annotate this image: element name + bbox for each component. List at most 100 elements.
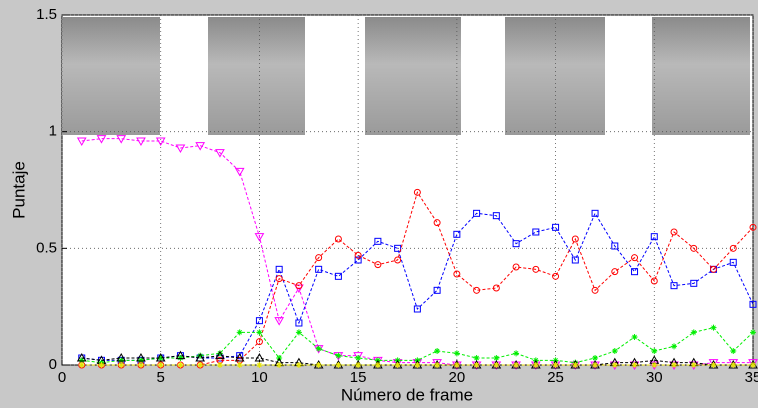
marker: [631, 334, 638, 340]
marker: [136, 352, 146, 362]
marker: [78, 357, 85, 364]
marker: [195, 142, 206, 151]
marker: [275, 265, 283, 273]
marker: [631, 268, 639, 276]
marker: [730, 362, 737, 368]
marker: [413, 188, 421, 196]
face-image: [652, 17, 750, 135]
marker: [572, 362, 579, 368]
marker: [710, 362, 717, 368]
marker: [394, 256, 402, 264]
marker: [116, 135, 127, 144]
marker: [315, 345, 322, 352]
marker: [355, 355, 362, 361]
marker: [492, 284, 500, 292]
marker: [254, 233, 265, 242]
marker: [374, 261, 382, 269]
face-image: [365, 17, 461, 135]
marker: [473, 209, 481, 217]
marker: [295, 329, 302, 336]
marker: [274, 317, 285, 326]
marker: [315, 265, 323, 273]
marker: [513, 350, 520, 357]
marker: [670, 282, 678, 290]
y-tick-label: 1.5: [36, 6, 57, 23]
marker: [137, 362, 144, 368]
marker: [690, 244, 698, 252]
marker: [374, 362, 381, 368]
x-tick-label: 30: [646, 369, 663, 386]
marker: [651, 348, 658, 354]
marker: [118, 357, 125, 364]
marker: [374, 237, 382, 245]
marker: [611, 242, 619, 250]
marker: [354, 251, 362, 259]
y-tick-label: 1: [49, 123, 57, 140]
marker: [492, 212, 500, 220]
marker: [295, 282, 303, 290]
marker: [513, 362, 520, 368]
face-image: [505, 17, 605, 135]
marker: [157, 355, 164, 361]
marker: [453, 270, 461, 278]
marker: [671, 362, 678, 368]
marker: [690, 362, 697, 368]
marker: [433, 286, 441, 294]
marker: [195, 352, 206, 362]
marker: [749, 223, 757, 231]
marker: [315, 254, 323, 262]
marker: [670, 228, 678, 236]
marker: [631, 362, 638, 368]
marker: [493, 362, 500, 368]
marker: [512, 240, 520, 248]
marker: [335, 352, 342, 359]
face-images: [62, 17, 750, 135]
marker: [592, 362, 599, 368]
marker: [532, 228, 540, 236]
marker: [473, 362, 480, 368]
face-image: [208, 17, 305, 135]
marker: [631, 254, 639, 262]
y-axis-label: Puntaje: [9, 161, 28, 219]
marker: [295, 319, 303, 327]
marker: [493, 355, 500, 361]
marker: [96, 135, 107, 144]
marker: [177, 362, 184, 368]
marker: [256, 362, 263, 368]
marker: [453, 362, 460, 368]
marker: [236, 352, 244, 360]
marker: [157, 362, 164, 368]
marker: [197, 362, 204, 368]
marker: [591, 286, 599, 294]
marker: [413, 305, 421, 313]
marker: [76, 352, 87, 362]
marker: [355, 362, 362, 368]
x-tick-label: 15: [350, 369, 367, 386]
marker: [651, 362, 658, 368]
marker: [729, 258, 737, 266]
marker: [177, 355, 184, 361]
marker: [433, 219, 441, 227]
marker: [216, 362, 223, 368]
marker: [175, 144, 186, 154]
marker: [354, 256, 362, 264]
marker: [473, 355, 480, 361]
marker: [591, 209, 599, 217]
marker: [571, 235, 579, 243]
marker: [255, 338, 263, 346]
x-tick-label: 10: [251, 369, 268, 386]
marker: [334, 272, 342, 280]
marker: [434, 348, 441, 354]
marker: [394, 362, 401, 368]
marker: [710, 324, 717, 331]
marker: [295, 362, 302, 368]
marker: [118, 362, 125, 368]
marker: [453, 230, 461, 238]
marker: [453, 350, 460, 357]
x-tick-label: 0: [58, 369, 66, 386]
marker: [611, 362, 618, 368]
marker: [215, 149, 225, 158]
marker: [710, 265, 718, 273]
marker: [414, 362, 421, 368]
marker: [236, 362, 243, 368]
